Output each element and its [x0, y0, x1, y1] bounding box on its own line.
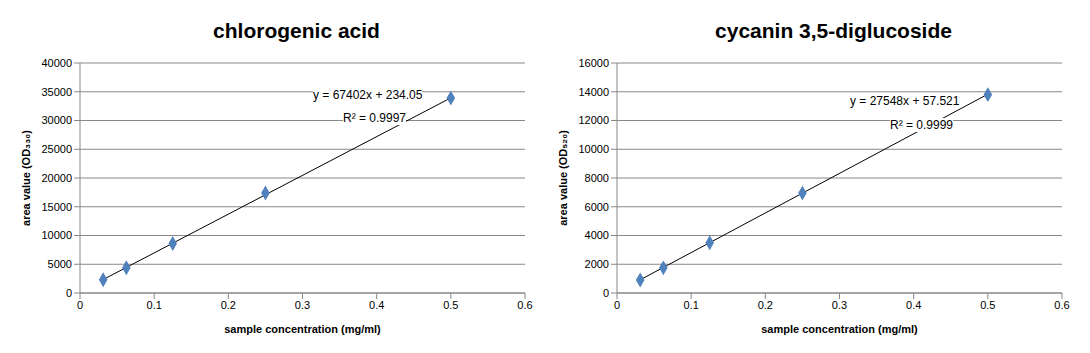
html-text:chlorogenic acid: chlorogenic acid	[213, 19, 380, 42]
svg-text:0.3: 0.3	[832, 299, 847, 311]
svg-text:0.4: 0.4	[369, 299, 384, 311]
svg-text:0.1: 0.1	[147, 299, 162, 311]
svg-text:area value (OD₃₃₀): area value (OD₃₃₀)	[20, 130, 32, 226]
svg-text:20000: 20000	[41, 172, 72, 184]
svg-text:5000: 5000	[48, 258, 72, 270]
svg-text:0.2: 0.2	[758, 299, 773, 311]
svg-text:12000: 12000	[578, 114, 609, 126]
html-text:R² = 0.9997: R² = 0.9997	[343, 111, 406, 125]
svg-text:15000: 15000	[41, 201, 72, 213]
svg-text:0: 0	[66, 287, 72, 299]
svg-text:sample concentration (mg/ml): sample concentration (mg/ml)	[224, 323, 381, 335]
svg-text:0.2: 0.2	[221, 299, 236, 311]
svg-text:0.3: 0.3	[295, 299, 310, 311]
svg-text:10000: 10000	[578, 143, 609, 155]
svg-text:area value (OD₅₂₀): area value (OD₅₂₀)	[557, 130, 569, 226]
svg-text:0.5: 0.5	[980, 299, 995, 311]
svg-text:0: 0	[77, 299, 83, 311]
svg-text:sample concentration (mg/ml): sample concentration (mg/ml)	[761, 323, 918, 335]
svg-text:0.6: 0.6	[1054, 299, 1069, 311]
svg-text:25000: 25000	[41, 143, 72, 155]
svg-text:0.5: 0.5	[443, 299, 458, 311]
html-text:y = 67402x + 234.05: y = 67402x + 234.05	[313, 88, 423, 102]
svg-text:0.1: 0.1	[684, 299, 699, 311]
html-text:R² = 0.9999: R² = 0.9999	[890, 118, 953, 132]
svg-text:30000: 30000	[41, 114, 72, 126]
svg-text:16000: 16000	[578, 57, 609, 69]
svg-text:0: 0	[603, 287, 609, 299]
svg-text:0.4: 0.4	[906, 299, 921, 311]
svg-text:10000: 10000	[41, 229, 72, 241]
svg-text:14000: 14000	[578, 86, 609, 98]
svg-text:2000: 2000	[585, 258, 609, 270]
html-text:cycanin 3,5-diglucoside: cycanin 3,5-diglucoside	[715, 19, 952, 42]
svg-text:40000: 40000	[41, 57, 72, 69]
svg-text:35000: 35000	[41, 86, 72, 98]
html-text:y = 27548x + 57.521: y = 27548x + 57.521	[850, 94, 960, 108]
svg-text:6000: 6000	[585, 201, 609, 213]
svg-text:0: 0	[614, 299, 620, 311]
svg-text:8000: 8000	[585, 172, 609, 184]
svg-text:4000: 4000	[585, 229, 609, 241]
svg-text:0.6: 0.6	[517, 299, 532, 311]
